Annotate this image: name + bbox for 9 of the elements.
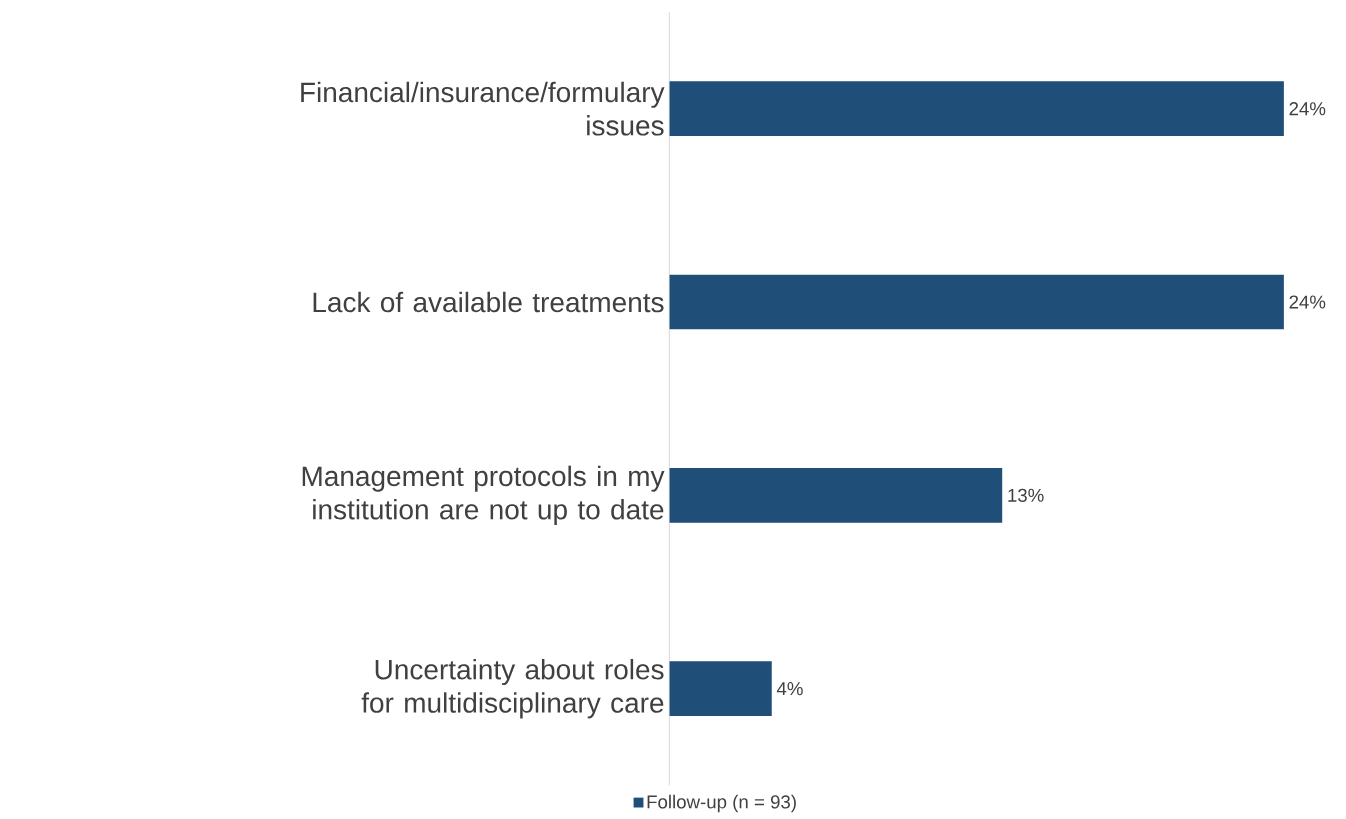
y-tick-label: Management protocols in my institution are not up to date — [302, 465, 665, 526]
data-label: 13% — [1008, 488, 1044, 503]
y-tick-label: Uncertainty about roles for multidisciplinary care — [361, 659, 664, 719]
y-tick-label: Lack of available treatments — [313, 291, 664, 313]
data-label: 24% — [1289, 295, 1326, 309]
legend-label: Follow-up (n = 93) — [647, 794, 796, 813]
data-label: 24% — [1289, 102, 1326, 116]
y-tick-label: Financial/insurance/formulary issues — [301, 81, 665, 136]
data-label: 4% — [776, 682, 803, 696]
